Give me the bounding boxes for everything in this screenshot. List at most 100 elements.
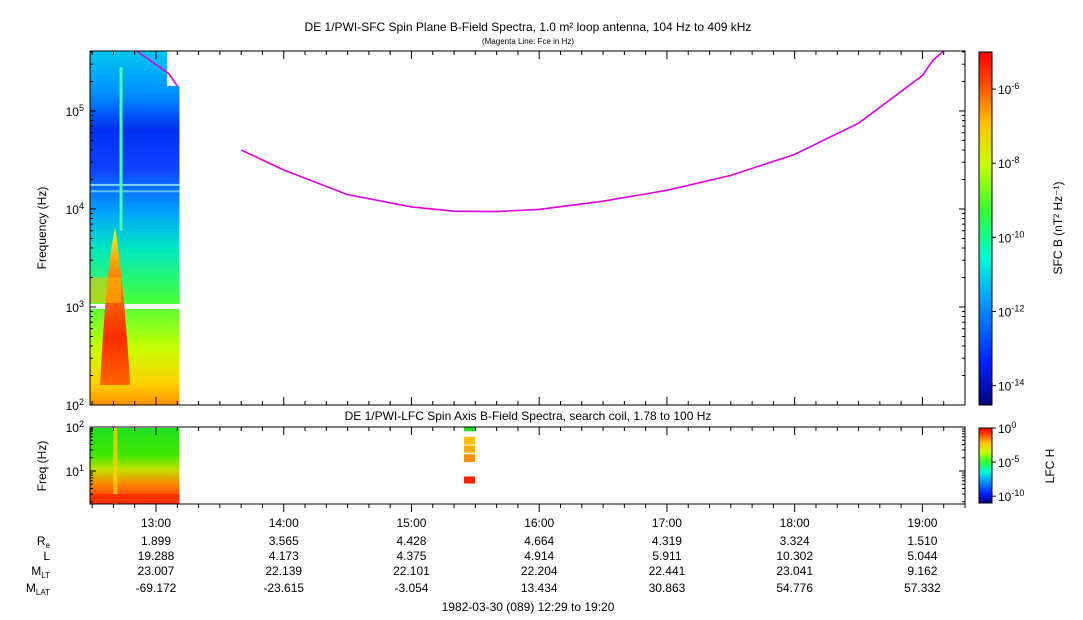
sfc-y-tick-label-1-base: 10 — [66, 301, 80, 315]
ephemeris-row-label-main: M — [26, 581, 36, 595]
x-tick-label-5: 18:00 — [780, 516, 810, 530]
lfc-isolated-sample-0 — [463, 427, 475, 432]
lfc-y-tick-label-1: 102 — [66, 419, 84, 435]
ephemeris-value: -69.172 — [136, 581, 177, 595]
sfc-emission-burst — [100, 227, 131, 385]
sfc-colorbar-tick-label-3-base: 10 — [998, 305, 1012, 319]
sfc-y-tick-label-0-exp: 2 — [79, 397, 84, 407]
x-tick-label-2: 15:00 — [396, 516, 426, 530]
sfc-subtitle: (Magenta Line: Fce in Hz) — [482, 37, 574, 46]
x-tick-label-6: 19:00 — [907, 516, 937, 530]
ephemeris-value: 23.007 — [138, 564, 175, 578]
lfc-y-tick-label-0: 101 — [66, 463, 84, 479]
x-tick-label-1: 14:00 — [269, 516, 299, 530]
ephemeris-value: 4.664 — [524, 534, 554, 548]
footer-time-range: 1982-03-30 (089) 12:29 to 19:20 — [442, 600, 615, 614]
ephemeris-value: 10.302 — [776, 549, 813, 563]
sfc-y-tick-label-3: 105 — [66, 103, 84, 119]
lfc-isolated-sample-3 — [463, 454, 475, 463]
fce-line-segment-0 — [136, 50, 178, 87]
axes-layer: 10210310410510-610-810-1010-1210-1410110… — [66, 51, 1024, 530]
ephemeris-value: 3.565 — [269, 534, 299, 548]
sfc-band-gap — [90, 303, 180, 309]
ephemeris-value: 13.434 — [521, 581, 558, 595]
ephemeris-row-label-sub: e — [46, 541, 51, 550]
ephemeris-value: 4.319 — [652, 534, 682, 548]
ephemeris-value: 54.776 — [776, 581, 813, 595]
ephemeris-row-label-1: L — [43, 549, 50, 563]
x-tick-label-4: 17:00 — [652, 516, 682, 530]
sfc-colorbar-tick-label-1: 10-8 — [998, 155, 1019, 171]
sfc-colorbar-tick-label-3-exp: -12 — [1011, 303, 1024, 313]
x-tick-label-3: 16:00 — [524, 516, 554, 530]
lfc-colorbar-tick-label-0-base: 10 — [998, 422, 1012, 436]
ephemeris-value: 4.428 — [396, 534, 426, 548]
sfc-colorbar-tick-label-2: 10-10 — [998, 229, 1024, 245]
lfc-y-tick-label-0-exp: 1 — [79, 463, 84, 473]
lfc-plot-frame — [89, 426, 966, 505]
fce-line-segment-1 — [240, 50, 945, 213]
ephemeris-value: 3.324 — [780, 534, 810, 548]
lfc-colorbar — [978, 427, 993, 504]
lfc-isolated-sample-1 — [463, 436, 475, 445]
sfc-y-tick-label-2: 104 — [66, 201, 84, 217]
lfc-y-tick-label-1-base: 10 — [66, 421, 80, 435]
ephemeris-row-label-3: MLAT — [26, 581, 50, 597]
sfc-colorbar-tick-label-2-base: 10 — [998, 231, 1012, 245]
sfc-colorbar-tick-label-3: 10-12 — [998, 303, 1024, 319]
ephemeris-value: 22.204 — [521, 564, 558, 578]
lfc-panel — [90, 427, 475, 504]
sfc-y-label: Frequency (Hz) — [35, 187, 49, 270]
ephemeris-row-label-main: R — [37, 534, 46, 548]
sfc-burst-halo — [90, 277, 122, 303]
sfc-interference-line — [90, 183, 180, 186]
lfc-colorbar-tick-label-1-base: 10 — [998, 456, 1012, 470]
lfc-colorbar-tick-label-2-base: 10 — [998, 490, 1012, 504]
ephemeris-value: 57.332 — [904, 581, 941, 595]
lfc-isolated-sample-2 — [463, 445, 475, 453]
sfc-y-tick-label-0: 102 — [66, 397, 84, 413]
sfc-y-tick-label-3-base: 10 — [66, 105, 80, 119]
sfc-colorbar-label: SFC B (nT² Hz⁻¹) — [1051, 182, 1065, 275]
sfc-colorbar-tick-label-4: 10-14 — [998, 378, 1024, 394]
sfc-y-tick-label-2-base: 10 — [66, 203, 80, 217]
lfc-spectrogram-block — [90, 428, 180, 504]
lfc-y-tick-label-1-exp: 2 — [79, 419, 84, 429]
lfc-colorbar-tick-label-1: 10-5 — [998, 454, 1019, 470]
ephemeris-row-label-main: M — [31, 564, 41, 578]
sfc-plot-frame — [89, 50, 966, 406]
sfc-y-tick-label-0-base: 10 — [66, 399, 80, 413]
sfc-colorbar-tick-label-1-base: 10 — [998, 157, 1012, 171]
lfc-isolated-sample-4 — [463, 476, 475, 484]
sfc-colorbar-tick-label-0-base: 10 — [998, 83, 1012, 97]
sfc-vertical-spike — [119, 67, 123, 231]
ephemeris-row-label-main: L — [43, 549, 50, 563]
sfc-title: DE 1/PWI-SFC Spin Plane B-Field Spectra,… — [305, 20, 752, 34]
lfc-low-band — [90, 494, 180, 503]
sfc-y-tick-label-2-exp: 4 — [79, 201, 84, 211]
sfc-colorbar-tick-label-0-exp: -6 — [1011, 81, 1019, 91]
sfc-colorbar-tick-label-4-base: 10 — [998, 380, 1012, 394]
ephemeris-value: 1.899 — [141, 534, 171, 548]
lfc-colorbar-tick-label-2-exp: -10 — [1011, 488, 1024, 498]
ephemeris-value: 22.101 — [393, 564, 430, 578]
lfc-y-label: Freq (Hz) — [35, 441, 49, 492]
ephemeris-row-label-sub: LAT — [36, 588, 50, 597]
lfc-colorbar-tick-label-0: 100 — [998, 420, 1016, 436]
sfc-colorbar-tick-label-0: 10-6 — [998, 81, 1019, 97]
lfc-colorbar-label: LFC H — [1043, 449, 1057, 484]
ephemeris-table: Re 1.899 3.565 4.428 4.664 4.319 3.324 1.510 L 19… — [26, 534, 941, 597]
lfc-y-tick-label-0-base: 10 — [66, 465, 80, 479]
sfc-colorbar-tick-label-4-exp: -14 — [1011, 378, 1024, 388]
lfc-colorbar-tick-label-2: 10-10 — [998, 488, 1024, 504]
ephemeris-row-label-0: Re — [37, 534, 51, 550]
ephemeris-value: 30.863 — [649, 581, 686, 595]
ephemeris-row-label-2: MLT — [31, 564, 50, 580]
sfc-y-tick-label-1: 103 — [66, 299, 84, 315]
ephemeris-value: -3.054 — [394, 581, 428, 595]
ephemeris-row-label-sub: LT — [41, 571, 50, 580]
ephemeris-value: 19.288 — [138, 549, 175, 563]
ephemeris-value: -23.615 — [263, 581, 304, 595]
sfc-panel — [90, 50, 945, 405]
